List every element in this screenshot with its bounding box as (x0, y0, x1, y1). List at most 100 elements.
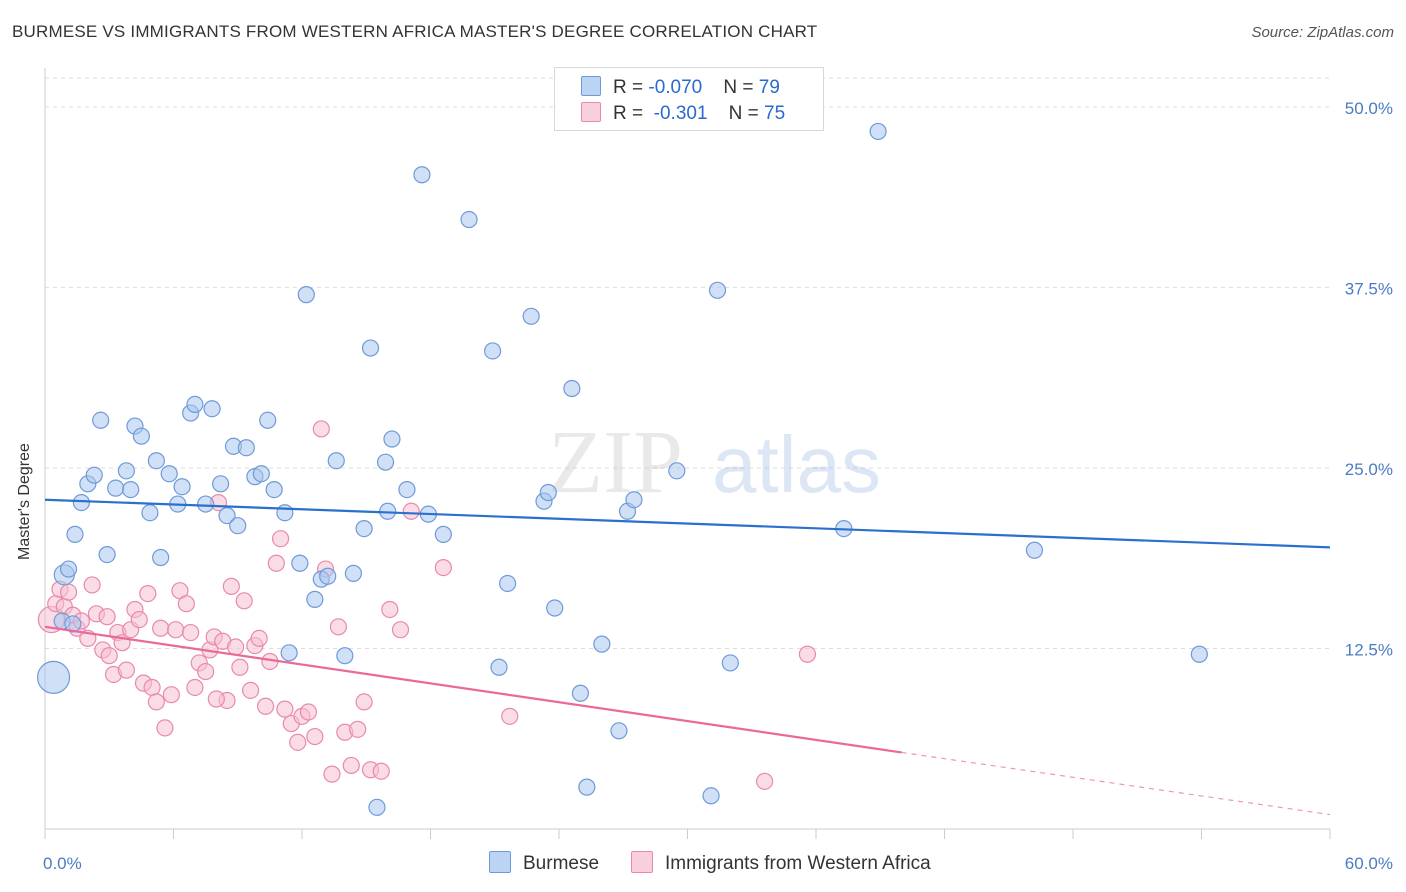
immigrants-point (152, 619, 170, 637)
burmese-point (484, 342, 502, 360)
immigrants-point (98, 608, 116, 626)
burmese-point (72, 494, 91, 512)
burmese-point (218, 507, 236, 525)
immigrants-point (117, 661, 135, 679)
burmese-point (361, 339, 380, 357)
burmese-point (702, 787, 720, 805)
burmese-point (259, 411, 277, 429)
immigrants-point (177, 595, 195, 613)
immigrants-point (329, 618, 348, 636)
immigrants-point (372, 762, 390, 780)
bottom-legend-label: Burmese (523, 853, 600, 874)
burmese-point (398, 481, 416, 499)
immigrants-point (186, 678, 204, 697)
immigrants-point (242, 681, 260, 699)
burmese-point (85, 466, 103, 484)
immigrants-swatch (581, 102, 601, 122)
burmese-point (98, 545, 116, 564)
immigrants-point (147, 693, 165, 711)
burmese-point (280, 644, 298, 662)
burmese-point (173, 478, 191, 496)
immigrants-point (271, 530, 290, 548)
burmese-point (203, 400, 221, 418)
legend-n-value: 79 (758, 77, 780, 98)
burmese-point (36, 660, 71, 694)
chart-title: BURMESE VS IMMIGRANTS FROM WESTERN AFRIC… (12, 22, 818, 41)
legend-n-label: N = (723, 77, 759, 98)
burmese-point (252, 465, 270, 483)
burmese-point (122, 481, 140, 499)
immigrants-point (167, 621, 185, 639)
immigrants-point (207, 690, 225, 708)
legend-r-value: -0.301 (653, 103, 708, 124)
burmese-point (522, 307, 540, 325)
burmese-point (132, 427, 150, 445)
burmese-point (297, 286, 315, 304)
burmese-trend-line (44, 498, 1331, 549)
grid-lines (45, 77, 1330, 649)
burmese-point (141, 504, 159, 522)
burmese-point (59, 560, 78, 578)
immigrants-point (235, 592, 253, 610)
burmese-point (212, 475, 230, 493)
immigrants-trend-line (44, 625, 902, 754)
burmese-point (593, 635, 611, 653)
burmese-point (229, 517, 247, 535)
tick-labels: 12.5% 25.0% 37.5% 50.0% 0.0% 60.0% (43, 99, 1393, 873)
burmese-point (434, 525, 452, 543)
immigrants-point (355, 693, 373, 711)
watermark-zip: ZIP (548, 413, 683, 512)
burmese-point (237, 439, 255, 457)
immigrants-point (798, 645, 817, 663)
immigrants-point (381, 600, 399, 619)
bottom-legend-label: Immigrants from Western Africa (665, 853, 931, 874)
burmese-point (306, 590, 324, 608)
burmese-point (147, 452, 165, 470)
immigrants-point (434, 558, 452, 577)
burmese-point (197, 495, 215, 513)
burmese-points (36, 122, 1208, 816)
immigrants-point (197, 662, 215, 681)
immigrants-point (299, 703, 318, 721)
immigrants-point (256, 697, 275, 715)
burmese-point (869, 122, 887, 141)
immigrants-point (227, 638, 245, 656)
y-tick-label: 37.5% (1345, 279, 1393, 298)
immigrants-point (306, 727, 324, 746)
immigrants-point (231, 658, 249, 676)
burmese-point (499, 574, 517, 593)
immigrants-point (130, 610, 148, 629)
burmese-point (344, 564, 362, 582)
legend-row-burmese: R = -0.070 N = 79 (581, 76, 780, 99)
trend-lines (44, 498, 1331, 816)
burmese-point (355, 519, 373, 538)
burmese-point (1025, 541, 1044, 559)
immigrants-point (139, 584, 157, 603)
burmese-point (563, 379, 581, 398)
immigrants-points (37, 420, 817, 790)
burmese-swatch (489, 851, 511, 873)
immigrants-point (59, 583, 78, 601)
immigrants-point (402, 502, 420, 520)
burmese-point (539, 483, 557, 502)
bottom-legend-immigrants: Immigrants from Western Africa (631, 851, 931, 875)
immigrants-point (83, 576, 101, 594)
legend-r-value: -0.070 (648, 77, 703, 98)
burmese-point (66, 525, 84, 543)
immigrants-point (267, 554, 285, 572)
immigrants-point (222, 577, 240, 595)
immigrants-point (501, 707, 519, 725)
immigrants-point (323, 765, 341, 783)
burmese-point (152, 548, 170, 567)
burmese-point (291, 554, 309, 572)
immigrants-point (755, 772, 774, 790)
x-tick-label: 60.0% (1345, 854, 1393, 873)
immigrants-point (349, 720, 367, 738)
immigrants-point (312, 420, 330, 438)
burmese-point (117, 462, 135, 480)
burmese-point (708, 281, 727, 299)
immigrants-point (100, 647, 118, 665)
x-tick-label: 0.0% (43, 854, 82, 873)
burmese-point (160, 465, 178, 483)
